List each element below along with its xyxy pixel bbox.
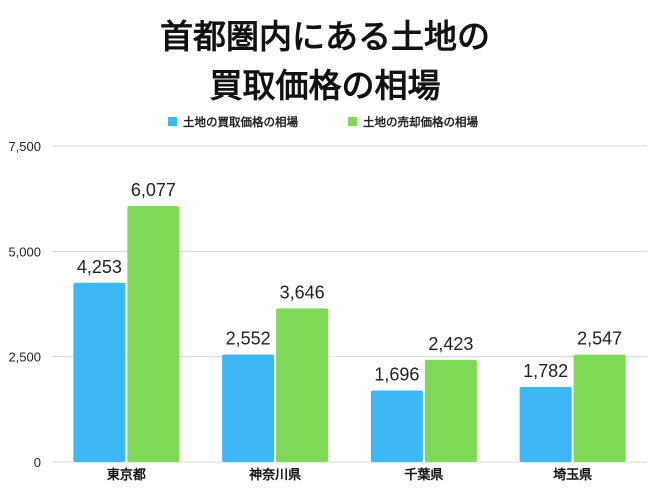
x-axis: 東京都 神奈川県 千葉県 埼玉県	[107, 467, 592, 483]
x-tick-label: 埼玉県	[553, 467, 592, 483]
chart-title-line-2: 買取価格の相場	[210, 66, 441, 105]
bar	[222, 354, 275, 462]
plot-area: 4,253 6,077 2,552 3,646 1,696 2,423 1,782 2,547	[73, 180, 626, 462]
data-label: 2,423	[428, 334, 473, 354]
legend-swatch-buy	[168, 117, 177, 126]
bar	[370, 390, 423, 462]
data-label: 2,547	[577, 329, 622, 349]
legend-label-sell: 土地の売却価格の相場	[363, 115, 478, 129]
x-tick-label: 東京都	[107, 467, 146, 483]
legend-swatch-sell	[348, 117, 357, 126]
bar	[519, 386, 572, 462]
legend: 土地の買取価格の相場 土地の売却価格の相場	[168, 115, 478, 129]
bar	[424, 359, 477, 462]
bar	[573, 354, 626, 462]
y-tick-label: 2,500	[8, 350, 41, 365]
y-axis: 0 2,500 5,000 7,500	[8, 139, 41, 470]
data-label: 3,646	[280, 282, 325, 302]
data-label: 4,253	[77, 257, 122, 277]
bar	[127, 205, 180, 462]
y-tick-label: 7,500	[8, 139, 41, 154]
y-tick-label: 0	[34, 455, 41, 470]
chart-title-line-1: 首都圏内にある土地の	[160, 17, 490, 56]
y-tick-label: 5,000	[8, 244, 41, 259]
legend-label-buy: 土地の買取価格の相場	[183, 115, 298, 129]
x-tick-label: 千葉県	[404, 467, 443, 483]
data-label: 1,782	[523, 361, 568, 381]
data-label: 6,077	[131, 180, 176, 200]
x-tick-label: 神奈川県	[249, 467, 301, 483]
data-label: 1,696	[374, 365, 419, 385]
bar	[73, 282, 126, 462]
data-label: 2,552	[226, 328, 271, 348]
bar	[276, 308, 329, 462]
